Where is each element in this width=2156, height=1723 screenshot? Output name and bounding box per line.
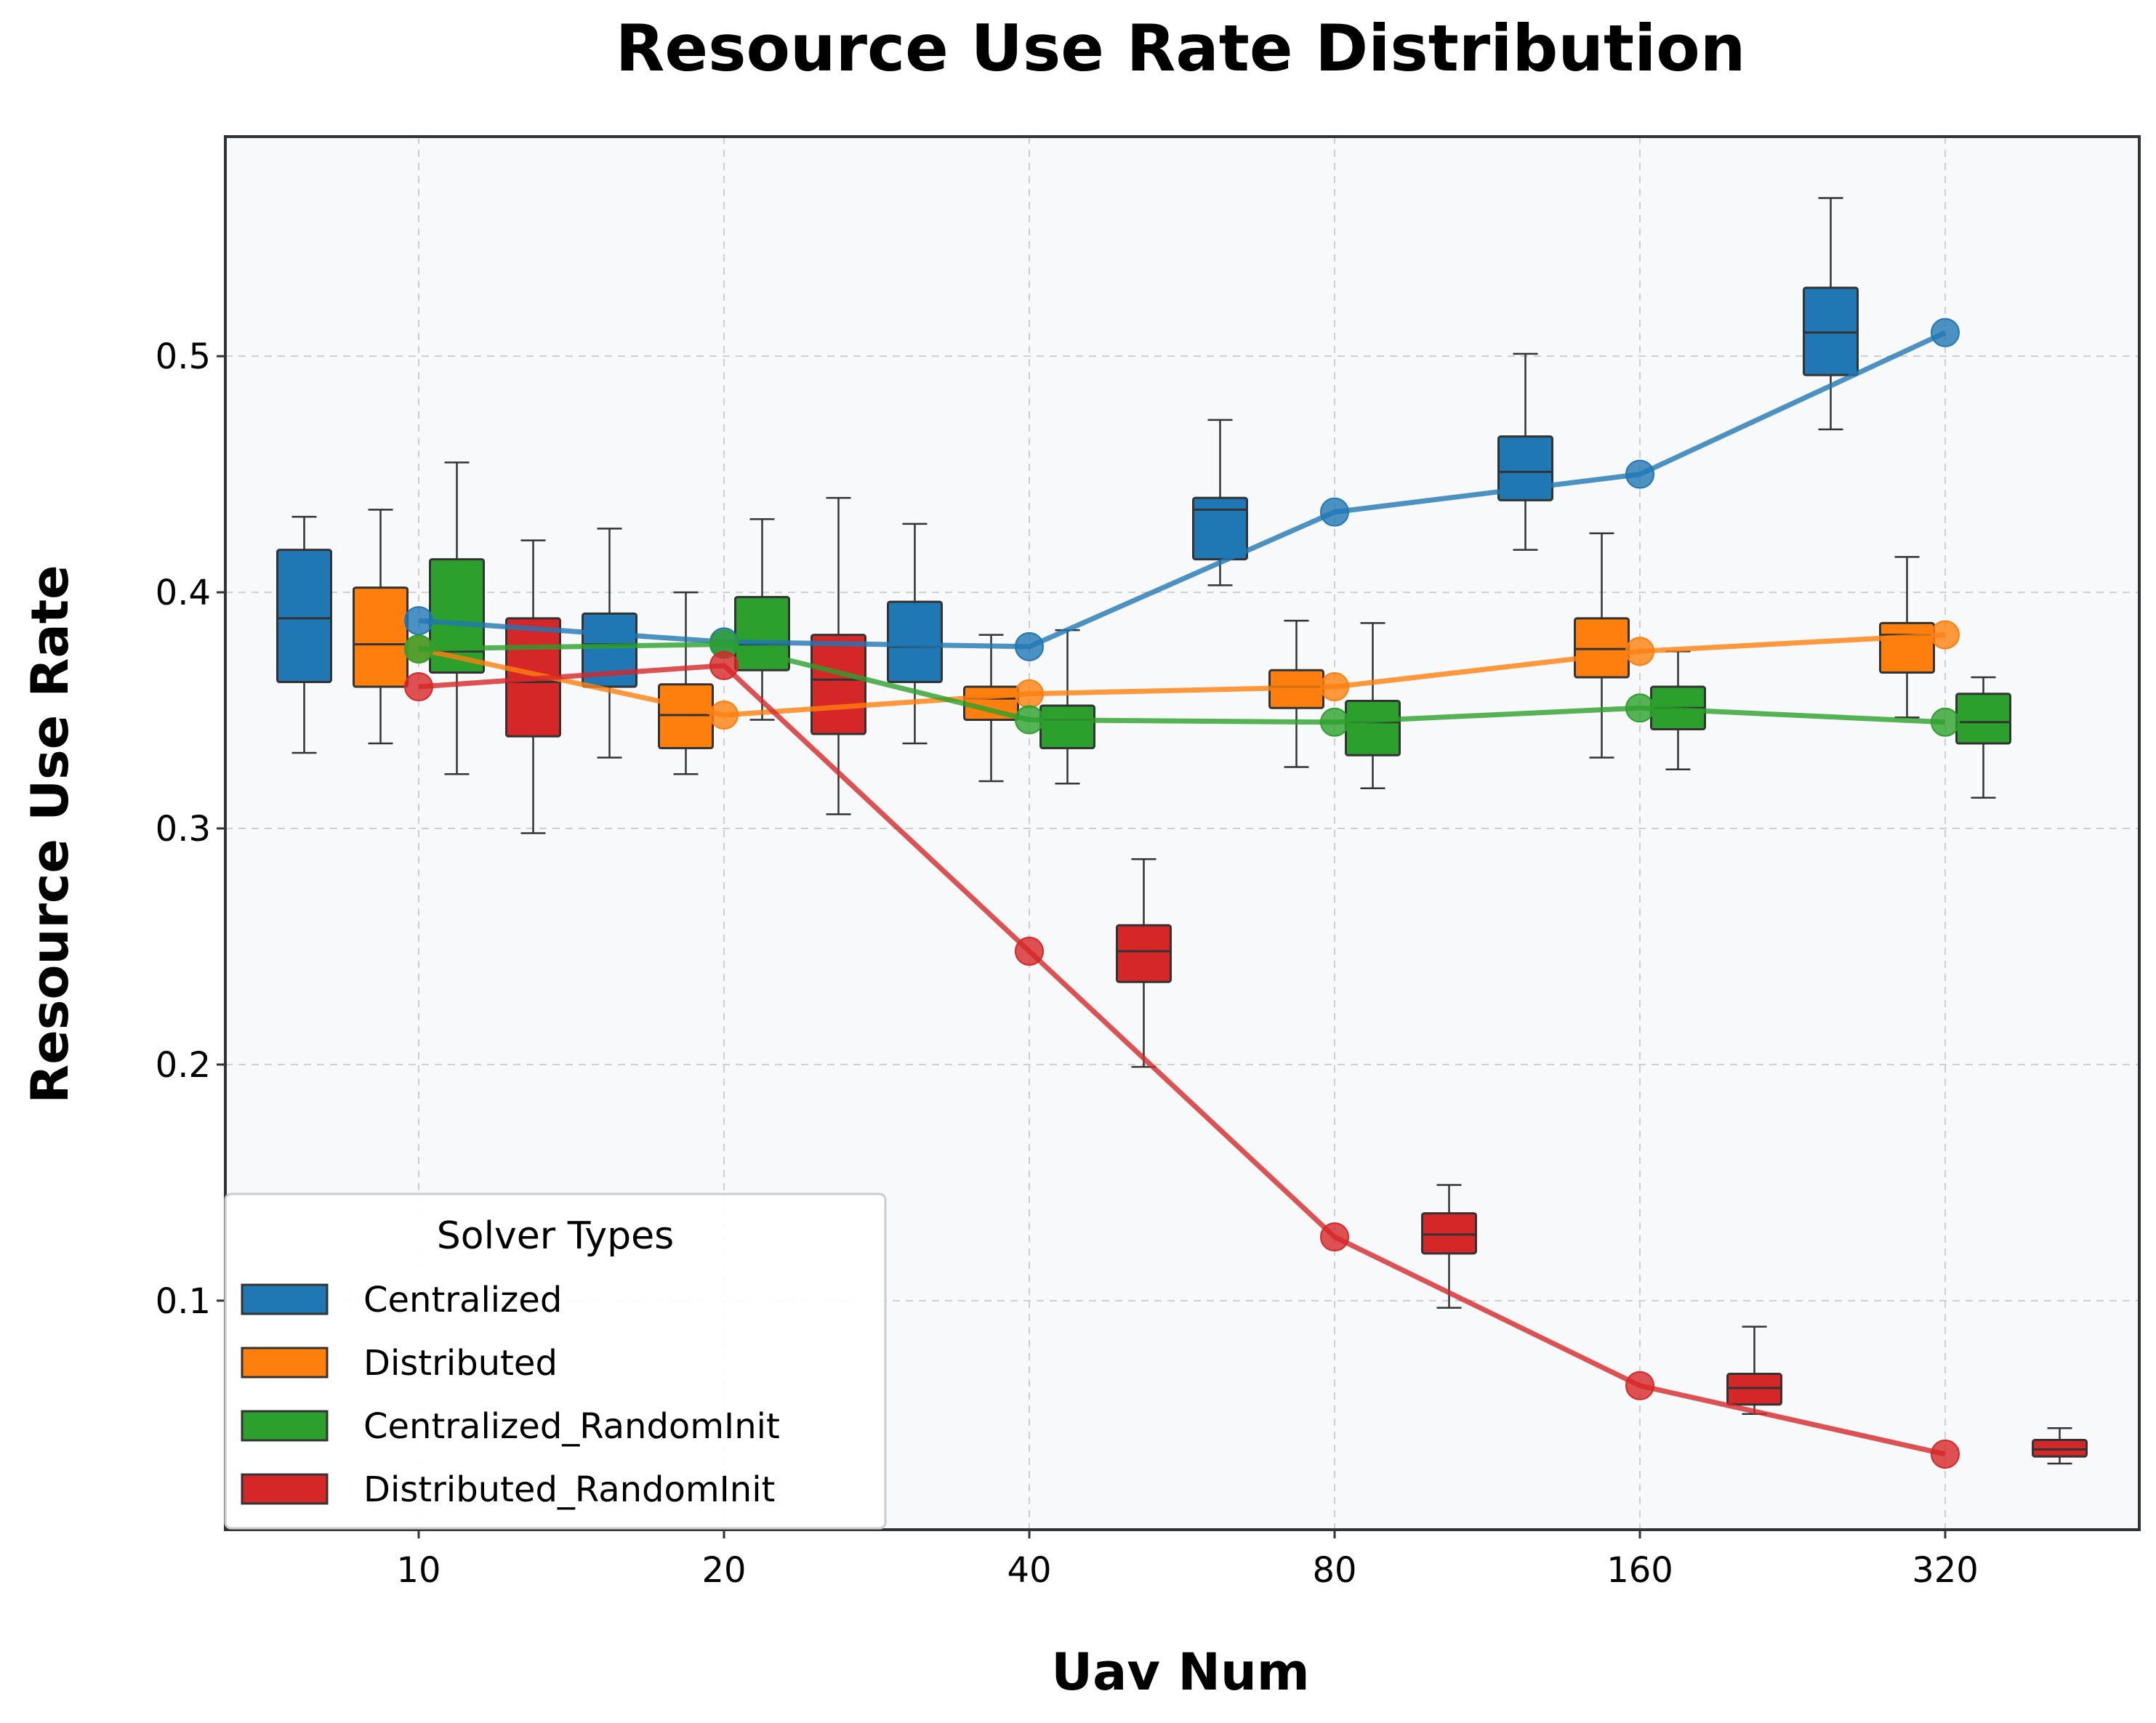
series-mean-point — [404, 634, 433, 664]
box-body — [887, 600, 943, 684]
series-mean-point — [1320, 707, 1349, 737]
series-mean-point — [1015, 632, 1044, 661]
legend-label: Centralized_RandomInit — [363, 1406, 780, 1447]
legend-label: Distributed_RandomInit — [363, 1469, 775, 1510]
series-mean-point — [1931, 707, 1960, 737]
x-tick-label: 40 — [1007, 1550, 1051, 1591]
box-body — [1345, 700, 1401, 756]
series-mean-point — [1931, 620, 1960, 650]
box-body — [1421, 1212, 1477, 1255]
series-mean-point — [1625, 637, 1654, 666]
series-mean-point — [1625, 459, 1654, 489]
box-body — [810, 634, 866, 735]
x-tick-label: 10 — [396, 1550, 441, 1591]
series-mean-point — [1931, 1440, 1960, 1469]
y-tick-label: 0.3 — [156, 809, 211, 850]
box-body — [2032, 1439, 2088, 1458]
series-mean-point — [1625, 1371, 1654, 1400]
legend-label: Centralized — [363, 1280, 562, 1320]
series-mean-point — [1320, 672, 1349, 702]
box-body — [276, 549, 332, 684]
box-body — [1574, 617, 1630, 679]
box-body — [1192, 496, 1248, 561]
x-tick-label: 320 — [1912, 1550, 1979, 1591]
series-mean-point — [1625, 693, 1654, 723]
series-mean-point — [709, 650, 739, 680]
series-mean-line — [418, 632, 1946, 718]
y-axis-label: Resource Use Rate — [20, 565, 80, 1103]
chart-title: Resource Use Rate Distribution — [616, 11, 1746, 86]
legend-label: Distributed — [363, 1343, 558, 1384]
box-body — [1116, 924, 1172, 983]
box-body — [1803, 286, 1859, 376]
legend-swatch — [241, 1283, 329, 1315]
box-body — [1879, 621, 1935, 674]
legend-swatch — [241, 1410, 329, 1442]
y-tick-label: 0.2 — [156, 1045, 211, 1086]
x-tick-label: 20 — [701, 1550, 746, 1591]
series-mean-point — [1931, 318, 1960, 347]
series-mean-point — [1015, 936, 1044, 966]
legend: Solver Types Centralized Distributed Centr… — [224, 1193, 887, 1530]
x-tick-label: 160 — [1606, 1550, 1673, 1591]
box-body — [1726, 1373, 1782, 1406]
series-boxes — [429, 461, 2011, 799]
x-axis-label: Uav Num — [1051, 1642, 1309, 1702]
y-tick-label: 0.5 — [156, 336, 211, 377]
series-mean-point — [1320, 1222, 1349, 1252]
series-mean-point — [1320, 497, 1349, 527]
series-mean-line — [418, 330, 1947, 650]
box-body — [658, 683, 714, 750]
box-body — [1039, 704, 1095, 750]
box-body — [1955, 693, 2011, 745]
series-mean-line — [418, 663, 1946, 1457]
y-tick-label: 0.1 — [156, 1281, 211, 1322]
axis-ticks: 0.1 0.2 0.3 0.4 0.5 10 20 40 80 160 320 — [156, 336, 1979, 1591]
series-mean-line — [418, 642, 1946, 725]
legend-title: Solver Types — [437, 1214, 674, 1258]
series-mean-point — [1015, 705, 1044, 735]
legend-frame — [224, 1193, 887, 1530]
box-body — [353, 586, 409, 688]
x-tick-label: 80 — [1312, 1550, 1356, 1591]
y-tick-label: 0.4 — [156, 573, 211, 613]
series-mean-point — [709, 701, 739, 730]
legend-swatch — [241, 1347, 329, 1379]
series-mean-point — [404, 672, 433, 702]
series-boxes — [276, 197, 1859, 759]
legend-swatch — [241, 1473, 329, 1505]
series-layer — [276, 197, 2088, 1469]
series-mean-point — [404, 606, 433, 636]
series-mean-point — [1015, 679, 1044, 709]
plot-area-frame — [224, 135, 2141, 1531]
